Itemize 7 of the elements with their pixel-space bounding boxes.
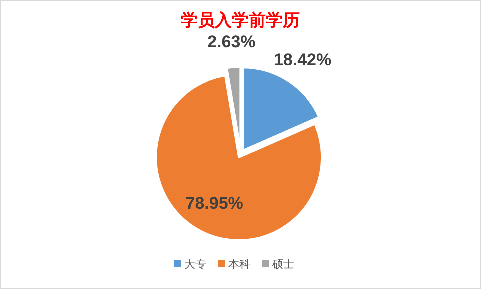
legend-label: 大专 xyxy=(184,258,206,271)
data-label: 18.42% xyxy=(274,50,332,70)
legend-label: 本科 xyxy=(228,258,250,271)
legend-label: 硕士 xyxy=(272,258,294,271)
data-label: 78.95% xyxy=(186,194,244,213)
chart-title: 学员入学前学历 xyxy=(181,11,300,30)
data-label: 2.63% xyxy=(208,32,256,52)
